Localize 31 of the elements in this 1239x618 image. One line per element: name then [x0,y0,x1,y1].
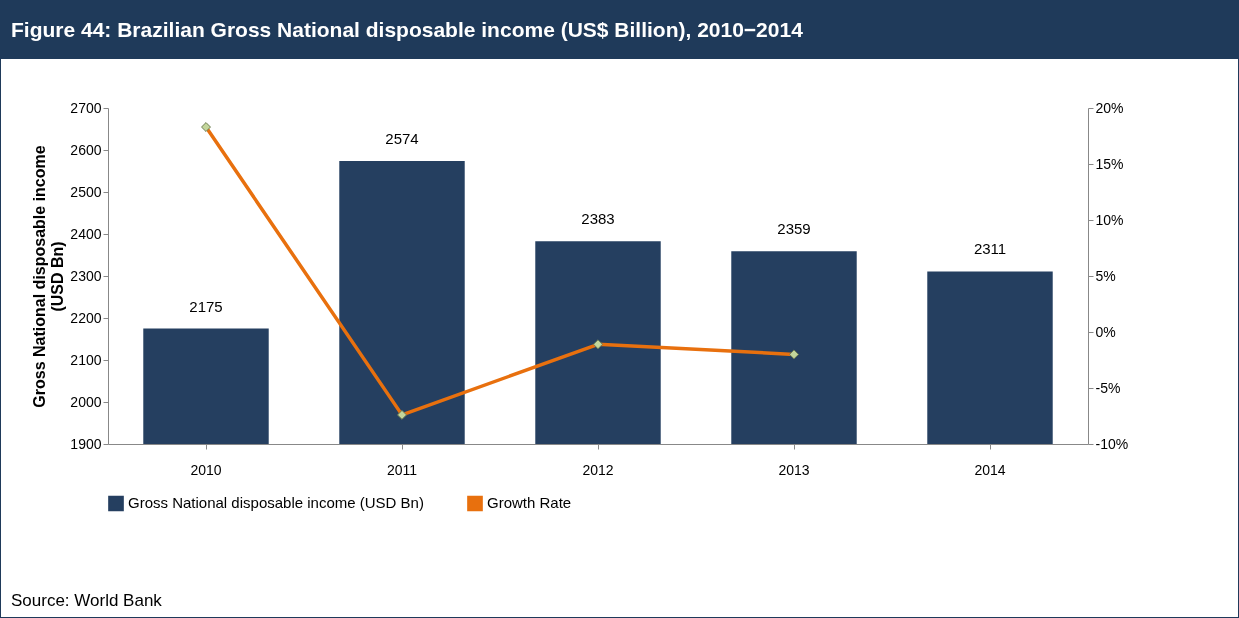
y-tick-label: 2400 [70,225,102,242]
legend-label: Growth Rate [487,494,572,512]
y-tick-label: 2700 [70,99,102,116]
x-tick-label: 2011 [386,461,418,478]
y2-tick-label: 10% [1095,211,1124,228]
y-tick-label: 2100 [70,351,102,368]
y2-tick-label: -10% [1095,435,1129,452]
data-label: 2574 [385,129,419,147]
y-tick-label: 2300 [70,267,102,284]
y-tick-label: 2200 [70,309,102,326]
data-label: 2175 [189,297,223,315]
y-tick-label: 2500 [70,183,102,200]
y-tick-label: 2000 [70,393,102,410]
source-note: Source: World Bank [11,591,162,611]
chart-title: Figure 44: Brazilian Gross National disposable income (US$ Billion), 2010−2014 [1,1,1238,59]
y2-tick-label: 5% [1095,267,1116,284]
y2-tick-label: 15% [1095,155,1124,172]
x-tick-label: 2010 [190,461,222,478]
x-tick-label: 2014 [974,461,1006,478]
y-tick-label: 1900 [70,435,102,452]
y2-tick-label: 0% [1095,323,1116,340]
y-axis-title: Gross National disposable income (USD Bn) [31,145,67,408]
y-tick-label: 2600 [70,141,102,158]
x-tick-label: 2012 [582,461,614,478]
x-tick-label: 2013 [778,461,810,478]
data-label: 2311 [973,240,1007,258]
legend-label: Gross National disposable income (USD Bn) [128,494,424,512]
y2-tick-label: -5% [1095,379,1121,396]
data-label: 2383 [581,210,615,228]
data-label: 2359 [777,220,811,238]
y2-tick-label: 20% [1095,99,1124,116]
